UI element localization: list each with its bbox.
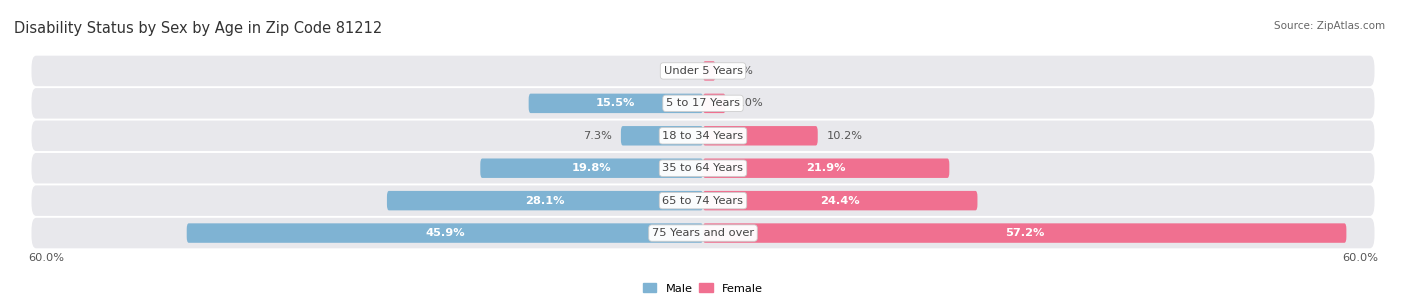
FancyBboxPatch shape: [703, 61, 716, 81]
FancyBboxPatch shape: [529, 94, 703, 113]
FancyBboxPatch shape: [31, 56, 1375, 86]
FancyBboxPatch shape: [387, 191, 703, 210]
FancyBboxPatch shape: [703, 126, 818, 146]
Text: 75 Years and over: 75 Years and over: [652, 228, 754, 238]
FancyBboxPatch shape: [31, 218, 1375, 248]
Text: Source: ZipAtlas.com: Source: ZipAtlas.com: [1274, 21, 1385, 31]
FancyBboxPatch shape: [31, 185, 1375, 216]
Text: 0.0%: 0.0%: [665, 66, 695, 76]
Text: 60.0%: 60.0%: [1341, 253, 1378, 263]
Text: 60.0%: 60.0%: [28, 253, 65, 263]
Text: 5 to 17 Years: 5 to 17 Years: [666, 98, 740, 108]
FancyBboxPatch shape: [187, 223, 703, 243]
Text: 35 to 64 Years: 35 to 64 Years: [662, 163, 744, 173]
FancyBboxPatch shape: [31, 153, 1375, 183]
FancyBboxPatch shape: [703, 223, 1347, 243]
Text: 65 to 74 Years: 65 to 74 Years: [662, 196, 744, 206]
Legend: Male, Female: Male, Female: [638, 278, 768, 298]
Text: 7.3%: 7.3%: [583, 131, 612, 141]
Text: 24.4%: 24.4%: [821, 196, 860, 206]
Text: Under 5 Years: Under 5 Years: [664, 66, 742, 76]
FancyBboxPatch shape: [703, 94, 725, 113]
FancyBboxPatch shape: [31, 121, 1375, 151]
Text: 1.1%: 1.1%: [724, 66, 754, 76]
FancyBboxPatch shape: [703, 191, 977, 210]
Text: Disability Status by Sex by Age in Zip Code 81212: Disability Status by Sex by Age in Zip C…: [14, 21, 382, 36]
Text: 10.2%: 10.2%: [827, 131, 863, 141]
Text: 2.0%: 2.0%: [734, 98, 763, 108]
Text: 57.2%: 57.2%: [1005, 228, 1045, 238]
Text: 45.9%: 45.9%: [425, 228, 464, 238]
Text: 21.9%: 21.9%: [807, 163, 846, 173]
FancyBboxPatch shape: [481, 158, 703, 178]
Text: 15.5%: 15.5%: [596, 98, 636, 108]
FancyBboxPatch shape: [621, 126, 703, 146]
FancyBboxPatch shape: [31, 88, 1375, 119]
FancyBboxPatch shape: [703, 158, 949, 178]
Text: 18 to 34 Years: 18 to 34 Years: [662, 131, 744, 141]
Text: 28.1%: 28.1%: [526, 196, 565, 206]
Text: 19.8%: 19.8%: [572, 163, 612, 173]
